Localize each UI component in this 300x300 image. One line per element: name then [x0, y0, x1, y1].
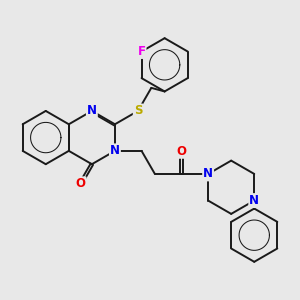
Text: N: N — [203, 167, 213, 180]
Text: N: N — [87, 104, 97, 117]
Text: S: S — [134, 104, 142, 117]
Text: O: O — [176, 145, 187, 158]
Text: O: O — [76, 177, 85, 190]
Text: F: F — [138, 45, 146, 58]
Text: N: N — [110, 144, 120, 158]
Text: N: N — [249, 194, 259, 207]
